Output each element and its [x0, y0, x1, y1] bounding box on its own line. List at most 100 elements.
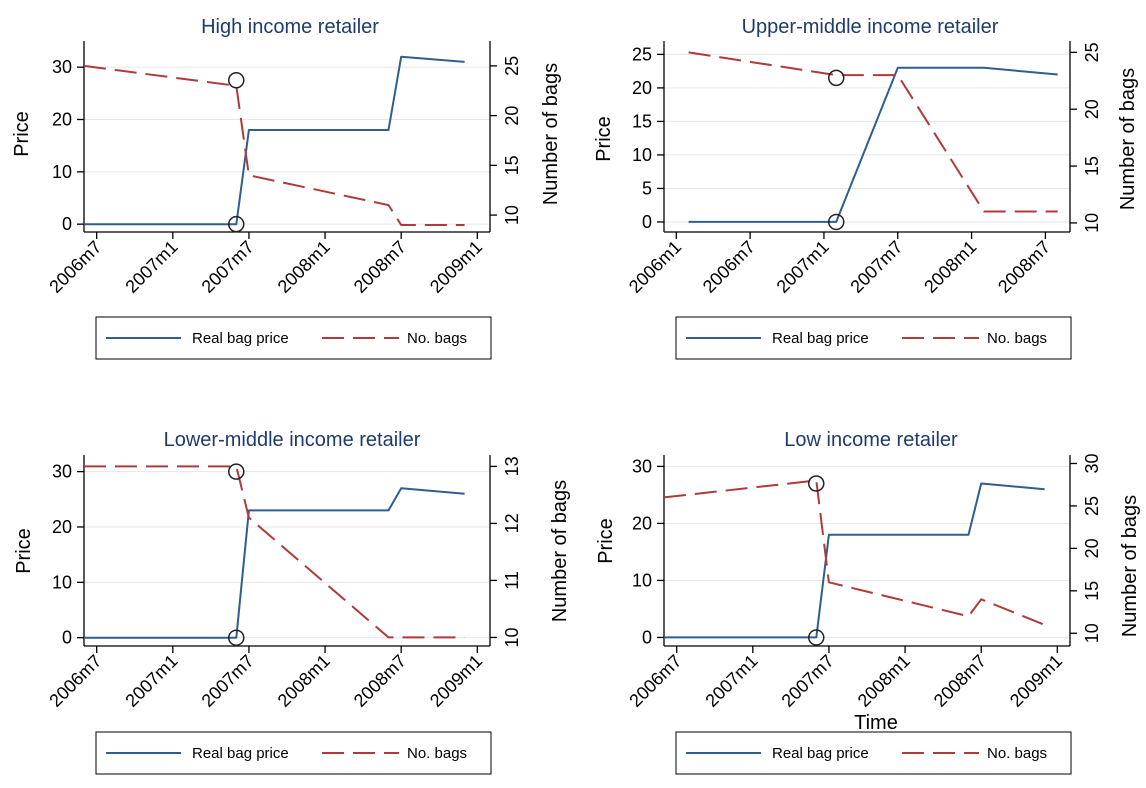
- panel-high-income: High income retailer Price Number of bag…: [11, 16, 562, 360]
- y2-tick-label: 10: [502, 205, 522, 225]
- panel-title: Lower-middle income retailer: [164, 429, 421, 451]
- y2-axis-label: Number of bags: [540, 63, 562, 205]
- x-tick-label: 2006m7: [45, 651, 105, 711]
- y-tick-label: 10: [52, 162, 72, 182]
- y-tick-label: 10: [632, 145, 652, 165]
- y-tick-label: 10: [632, 570, 652, 590]
- panel-title: Upper-middle income retailer: [742, 16, 999, 38]
- circle-marker: [827, 213, 845, 231]
- legend-label-price: Real bag price: [772, 745, 869, 762]
- legend-label-bags: No. bags: [407, 330, 467, 347]
- y-tick-label: 0: [62, 628, 72, 648]
- y2-axis-label: Number of bags: [1119, 495, 1141, 637]
- y-tick-label: 30: [632, 456, 652, 476]
- y-tick-label: 15: [632, 111, 652, 131]
- series-line-price: [664, 482, 1045, 639]
- series-line-price: [84, 487, 465, 639]
- y-tick-label: 30: [52, 57, 72, 77]
- series-line-no-bags: [663, 479, 1045, 626]
- y2-tick-label: 15: [1082, 156, 1102, 176]
- x-tick-label: 2007m7: [846, 237, 906, 297]
- y-axis-label: Price: [11, 111, 33, 157]
- circle-marker: [228, 629, 245, 646]
- y2-tick-label: 13: [502, 456, 522, 476]
- legend-label-bags: No. bags: [987, 330, 1047, 347]
- y2-tick-label: 20: [502, 106, 522, 126]
- legend-label-bags: No. bags: [407, 745, 467, 762]
- x-tick-label: 2008m1: [274, 237, 334, 297]
- y2-tick-label: 20: [1082, 538, 1102, 558]
- y-tick-label: 0: [642, 212, 652, 232]
- y2-tick-label: 25: [502, 56, 522, 76]
- y-tick-label: 30: [52, 462, 72, 482]
- x-axis-label: Time: [854, 712, 898, 734]
- x-tick-label: 2007m1: [701, 651, 761, 711]
- legend-label-price: Real bag price: [192, 330, 289, 347]
- panel-title: High income retailer: [201, 16, 379, 38]
- circle-marker: [228, 463, 245, 480]
- y2-tick-label: 11: [502, 571, 522, 590]
- x-tick-label: 2009m1: [1006, 651, 1066, 711]
- x-tick-label: 2008m7: [350, 237, 410, 297]
- y-axis-label: Price: [13, 528, 35, 574]
- y2-tick-label: 15: [502, 155, 522, 175]
- y2-axis-label: Number of bags: [1117, 68, 1139, 210]
- x-tick-label: 2007m7: [198, 237, 258, 297]
- x-tick-label: 2008m1: [854, 651, 914, 711]
- series-line-no-bags: [688, 51, 1058, 213]
- legend-label-bags: No. bags: [987, 745, 1047, 762]
- circle-marker: [808, 475, 825, 492]
- circle-marker: [808, 629, 825, 646]
- panel-title: Low income retailer: [784, 429, 958, 451]
- circle-marker: [228, 215, 245, 233]
- legend-label-price: Real bag price: [192, 745, 289, 762]
- x-tick-label: 2007m1: [121, 237, 181, 297]
- y-tick-label: 0: [642, 627, 652, 647]
- y2-tick-label: 25: [1082, 42, 1102, 62]
- series-line-price: [84, 55, 465, 226]
- panel-lower-middle-income: Lower-middle income retailer Price Numbe…: [13, 429, 571, 775]
- y2-tick-label: 15: [1082, 581, 1102, 601]
- x-tick-label: 2006m7: [625, 651, 685, 711]
- x-tick-label: 2007m1: [121, 651, 181, 711]
- x-tick-label: 2006m7: [699, 237, 759, 297]
- x-tick-label: 2006m1: [625, 237, 685, 297]
- x-tick-label: 2009m1: [426, 651, 486, 711]
- y-tick-label: 20: [632, 78, 652, 98]
- y-tick-label: 10: [52, 572, 72, 592]
- circle-marker: [228, 71, 245, 89]
- y-tick-label: 20: [52, 109, 72, 129]
- x-tick-label: 2008m7: [350, 651, 410, 711]
- x-tick-label: 2009m1: [426, 237, 486, 297]
- y-tick-label: 20: [632, 513, 652, 533]
- x-tick-label: 2008m1: [920, 237, 980, 297]
- y-tick-label: 20: [52, 517, 72, 537]
- x-tick-label: 2008m7: [994, 237, 1054, 297]
- y2-tick-label: 10: [1082, 213, 1102, 233]
- x-tick-label: 2007m1: [773, 237, 833, 297]
- series-line-price: [688, 66, 1058, 223]
- y2-tick-label: 10: [1082, 623, 1102, 643]
- x-tick-label: 2007m7: [198, 651, 258, 711]
- panel-upper-middle-income: Upper-middle income retailer Price Numbe…: [593, 16, 1139, 360]
- x-tick-label: 2008m7: [930, 651, 990, 711]
- y-tick-label: 0: [62, 214, 72, 234]
- y2-tick-label: 25: [1082, 496, 1102, 516]
- x-tick-label: 2006m7: [45, 237, 105, 297]
- series-line-no-bags: [83, 64, 465, 226]
- y-tick-label: 25: [632, 44, 652, 64]
- series-line-no-bags: [84, 465, 465, 639]
- y-axis-label: Price: [593, 116, 615, 162]
- x-tick-label: 2007m7: [778, 651, 838, 711]
- circle-marker: [827, 69, 845, 87]
- y2-tick-label: 30: [1082, 453, 1102, 473]
- y-axis-label: Price: [595, 518, 617, 564]
- y2-tick-label: 20: [1082, 99, 1102, 119]
- x-tick-label: 2008m1: [274, 651, 334, 711]
- y2-axis-label: Number of bags: [549, 480, 571, 622]
- y2-tick-label: 10: [502, 627, 522, 647]
- panel-low-income: Low income retailer Price Number of bags…: [595, 429, 1141, 775]
- y2-tick-label: 12: [502, 513, 522, 533]
- legend-label-price: Real bag price: [772, 330, 869, 347]
